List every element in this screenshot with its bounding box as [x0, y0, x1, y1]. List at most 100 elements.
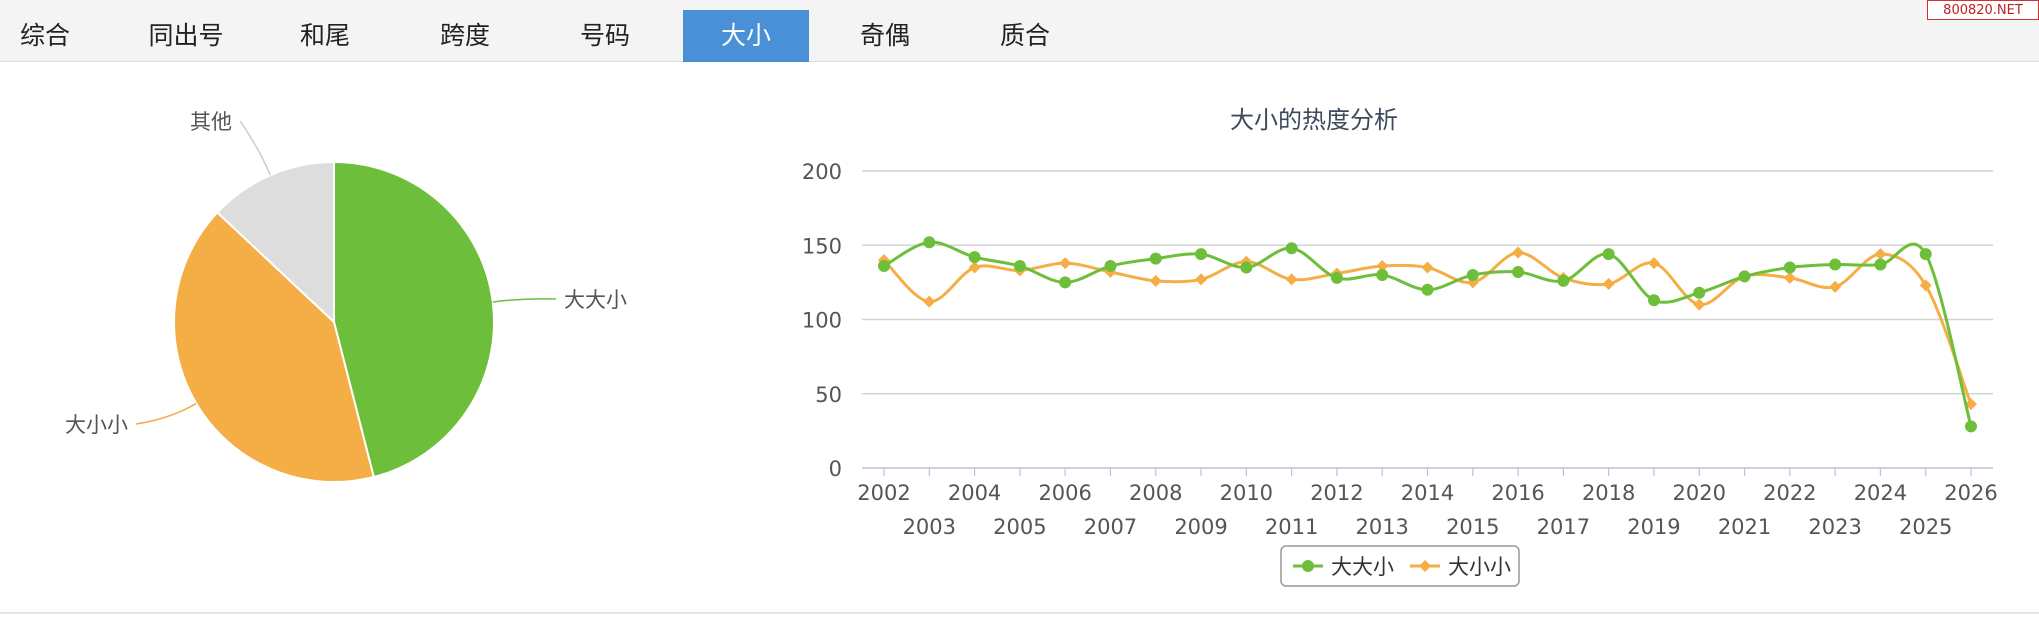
series-0-point-19[interactable] [1738, 270, 1751, 283]
series-0-point-23[interactable] [1919, 248, 1932, 261]
x-tick-label-7: 2009 [1174, 515, 1227, 539]
pie-slice-1[interactable] [173, 211, 376, 483]
x-tick-label-17: 2019 [1627, 515, 1680, 539]
series-line-1 [882, 251, 1973, 405]
legend-marker-1 [1419, 560, 1431, 572]
series-0-point-0[interactable] [878, 260, 890, 273]
series-0-point-12[interactable] [1421, 283, 1434, 296]
x-tick-label-13: 2015 [1446, 515, 1499, 539]
series-1-point-21[interactable] [1829, 280, 1842, 293]
x-tick-label-18: 2020 [1673, 481, 1726, 505]
series-1-point-12[interactable] [1421, 261, 1434, 274]
series-0-point-16[interactable] [1602, 248, 1615, 261]
legend-marker-0 [1302, 560, 1314, 572]
y-tick-4: 200 [802, 160, 842, 184]
x-tick-label-24: 2026 [1944, 481, 1997, 505]
series-0-point-7[interactable] [1195, 248, 1208, 261]
x-tick-label-6: 2008 [1129, 481, 1182, 505]
series-1-point-2[interactable] [968, 261, 981, 274]
series-0-point-14[interactable] [1512, 265, 1525, 278]
tab-bar: 综合 同出号 和尾 跨度 号码 大小 奇偶 质合 [0, 0, 2039, 62]
x-tick-label-5: 2007 [1084, 515, 1137, 539]
x-tick-label-10: 2012 [1310, 481, 1363, 505]
pie-slice-0[interactable] [333, 160, 495, 479]
pie-label-0: 大大小 [564, 288, 627, 312]
series-1-point-9[interactable] [1285, 273, 1298, 286]
x-tick-label-22: 2024 [1854, 481, 1907, 505]
watermark: 800820.NET [1927, 0, 2039, 20]
pie-slice-2[interactable] [215, 160, 335, 325]
x-tick-label-15: 2017 [1537, 515, 1590, 539]
legend-item-1[interactable]: 大小小 [1410, 555, 1511, 579]
series-0-point-11[interactable] [1376, 268, 1389, 281]
pie-label-2: 其他 [190, 110, 232, 134]
y-tick-0: 0 [829, 457, 842, 481]
x-tick-label-3: 2005 [993, 515, 1046, 539]
series-0-point-21[interactable] [1829, 258, 1842, 271]
series-1-point-7[interactable] [1195, 273, 1208, 286]
x-tick-label-2: 2004 [948, 481, 1001, 505]
pie-label-1: 大小小 [65, 413, 128, 437]
x-tick-label-8: 2010 [1220, 481, 1273, 505]
tab-3[interactable]: 跨度 [439, 21, 490, 50]
legend-label-0: 大大小 [1331, 555, 1394, 579]
series-0-point-2[interactable] [968, 251, 981, 264]
x-tick-label-12: 2014 [1401, 481, 1454, 505]
series-0-point-24[interactable] [1965, 420, 1977, 433]
series-1-point-20[interactable] [1783, 271, 1796, 284]
legend-item-0[interactable]: 大大小 [1293, 555, 1394, 579]
tab-2[interactable]: 和尾 [299, 21, 350, 50]
bottom-divider [0, 612, 2039, 614]
series-0-point-15[interactable] [1557, 274, 1570, 287]
x-tick-label-16: 2018 [1582, 481, 1635, 505]
series-1-point-11[interactable] [1376, 260, 1389, 273]
tab-1[interactable]: 同出号 [148, 21, 224, 50]
x-tick-label-1: 2003 [903, 515, 956, 539]
pie-connector-1 [135, 402, 197, 425]
series-0-point-4[interactable] [1059, 276, 1072, 289]
tab-5[interactable]: 大小 [683, 10, 809, 62]
series-1-point-16[interactable] [1602, 277, 1615, 290]
tab-0[interactable]: 综合 [19, 21, 70, 50]
y-tick-1: 50 [815, 383, 842, 407]
series-0-point-17[interactable] [1647, 294, 1660, 307]
y-tick-3: 150 [802, 234, 842, 258]
series-0-point-9[interactable] [1285, 242, 1298, 255]
x-tick-label-21: 2023 [1808, 515, 1861, 539]
tab-7[interactable]: 质合 [999, 21, 1050, 50]
series-1-point-4[interactable] [1059, 257, 1072, 270]
series-0-point-3[interactable] [1013, 260, 1026, 273]
legend: 大大小 大小小 [1280, 545, 1520, 587]
series-0-point-10[interactable] [1330, 271, 1343, 284]
series-0-point-20[interactable] [1783, 261, 1796, 274]
series-0-point-18[interactable] [1693, 286, 1706, 299]
legend-label-1: 大小小 [1448, 555, 1511, 579]
series-1-point-14[interactable] [1512, 246, 1525, 259]
y-tick-2: 100 [802, 309, 842, 333]
chart-title: 大小的热度分析 [1230, 106, 1398, 134]
series-1-point-6[interactable] [1149, 274, 1162, 287]
x-tick-label-4: 2006 [1038, 481, 1091, 505]
series-1-point-1[interactable] [923, 295, 936, 308]
series-1-point-18[interactable] [1693, 298, 1706, 311]
series-0-point-22[interactable] [1874, 258, 1887, 271]
series-1-point-17[interactable] [1647, 257, 1660, 270]
series-1-point-24[interactable] [1965, 398, 1977, 411]
x-tick-label-14: 2016 [1491, 481, 1544, 505]
tab-4[interactable]: 号码 [579, 21, 630, 50]
pie-connector-2 [239, 120, 272, 176]
pie-connector-0 [492, 298, 557, 303]
series-1-point-22[interactable] [1874, 248, 1887, 261]
line-chart: 大小的热度分析 0 50 100 150 200 2002 2003 2004 2005 2006 2… [802, 106, 1998, 587]
series-0-point-6[interactable] [1149, 252, 1162, 265]
x-tick-label-23: 2025 [1899, 515, 1952, 539]
series-0-point-5[interactable] [1104, 260, 1117, 273]
series-0-point-13[interactable] [1466, 268, 1479, 281]
series-0-point-8[interactable] [1240, 261, 1253, 274]
series-0-point-1[interactable] [923, 236, 936, 249]
x-tick-label-9: 2011 [1265, 515, 1318, 539]
x-tick-label-20: 2022 [1763, 481, 1816, 505]
tab-6[interactable]: 奇偶 [859, 21, 910, 50]
series-1-point-23[interactable] [1919, 279, 1932, 292]
